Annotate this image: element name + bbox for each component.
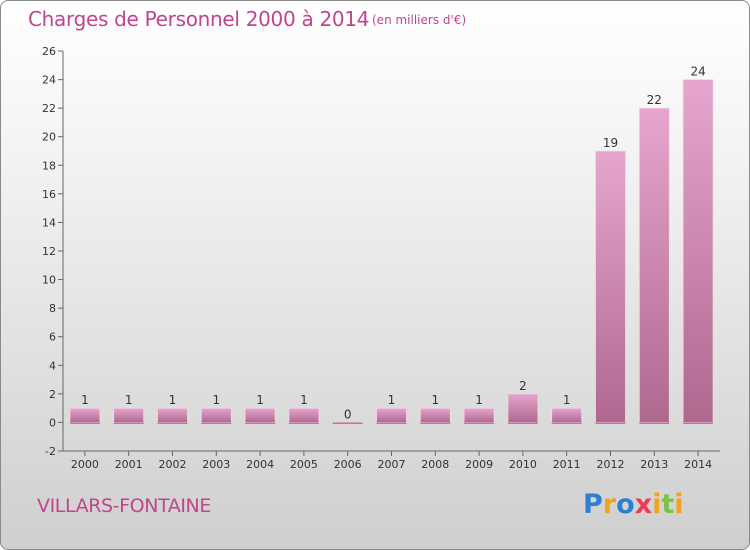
bar-value-label: 1: [475, 393, 483, 407]
y-tick-label: 12: [42, 245, 56, 258]
x-tick-label: 2013: [640, 458, 668, 471]
bar-base: [157, 422, 188, 424]
bar-value-label: 1: [169, 393, 177, 407]
bar: [551, 407, 583, 423]
bar-base: [201, 422, 232, 424]
bar-base: [332, 422, 363, 424]
bar: [463, 407, 495, 423]
bar: [200, 407, 232, 423]
y-tick-label: 8: [49, 302, 56, 315]
bar-base: [288, 422, 319, 424]
x-tick-label: 2001: [115, 458, 143, 471]
x-tick-label: 2012: [597, 458, 625, 471]
logo-letter: t: [661, 489, 675, 520]
bar: [244, 407, 276, 423]
bar-value-label: 19: [603, 136, 618, 150]
proxiti-logo: Proxiti: [583, 489, 684, 520]
x-tick-label: 2006: [334, 458, 362, 471]
y-tick-label: 4: [49, 359, 56, 372]
x-tick-label: 2002: [159, 458, 187, 471]
bar-value-label: 1: [300, 393, 308, 407]
y-tick-label: 2: [49, 388, 56, 401]
bar: [682, 79, 714, 423]
bar: [113, 407, 145, 423]
x-tick-label: 2010: [509, 458, 537, 471]
y-tick-label: 14: [42, 216, 56, 229]
commune-name: VILLARS-FONTAINE: [37, 495, 211, 517]
bar-value-label: 2: [519, 379, 527, 393]
x-tick-label: 2008: [421, 458, 449, 471]
bar-value-label: 0: [344, 407, 352, 421]
x-tick-label: 2000: [71, 458, 99, 471]
bar-base: [69, 422, 100, 424]
bar: [638, 107, 670, 423]
labels: 1 2000 1 2001 1 2002 1 2003 1 2004 1 2005 0 2006 1 2007…: [71, 65, 712, 471]
bar-value-label: 1: [81, 393, 89, 407]
bar: [595, 150, 626, 423]
y-tick-label: 10: [42, 274, 56, 287]
bar-base: [376, 422, 407, 424]
bar-base: [595, 422, 626, 424]
y-tick-label: 16: [42, 188, 56, 201]
bar-base: [420, 422, 451, 424]
y-tick-label: -2: [45, 445, 56, 458]
y-tick-label: 0: [49, 416, 56, 429]
bar: [419, 407, 451, 423]
bar-value-label: 24: [690, 65, 705, 79]
x-tick-label: 2009: [465, 458, 493, 471]
logo-letter: i: [674, 489, 684, 520]
bar-base: [683, 422, 714, 424]
x-tick-label: 2011: [553, 458, 581, 471]
chart-title: Charges de Personnel 2000 à 2014: [28, 7, 370, 31]
bar: [507, 393, 539, 423]
bar: [69, 407, 101, 423]
bar-value-label: 1: [212, 393, 220, 407]
bar-value-label: 22: [647, 93, 662, 107]
logo-letter: P: [583, 489, 603, 520]
bar-base: [639, 422, 670, 424]
x-tick-label: 2007: [378, 458, 406, 471]
bar-base: [551, 422, 582, 424]
chart-subtitle: (en milliers d'€): [372, 13, 467, 27]
logo-letter: o: [616, 489, 635, 520]
y-tick-label: 6: [49, 331, 56, 344]
logo-letter: x: [634, 489, 653, 520]
y-tick-label: 26: [42, 45, 56, 58]
y-tick-label: 20: [42, 131, 56, 144]
x-tick-label: 2004: [246, 458, 274, 471]
bar-value-label: 1: [388, 393, 396, 407]
bar-value-label: 1: [256, 393, 264, 407]
bar: [157, 407, 188, 423]
logo-letter: i: [652, 489, 662, 520]
x-tick-label: 2005: [290, 458, 318, 471]
bar-value-label: 1: [563, 393, 571, 407]
x-tick-label: 2003: [202, 458, 230, 471]
y-tick-label: 22: [42, 102, 56, 115]
y-tick-label: 24: [42, 74, 56, 87]
y-tick-label: 18: [42, 159, 56, 172]
bar: [376, 407, 407, 423]
logo-letter: r: [602, 489, 617, 520]
bar-value-label: 1: [431, 393, 439, 407]
bars: [69, 79, 714, 425]
x-tick-label: 2014: [684, 458, 712, 471]
bar-base: [507, 422, 538, 424]
bar-base: [464, 422, 495, 424]
bar-base: [245, 422, 276, 424]
bar-base: [113, 422, 144, 424]
bar-value-label: 1: [125, 393, 133, 407]
bar: [288, 407, 320, 423]
